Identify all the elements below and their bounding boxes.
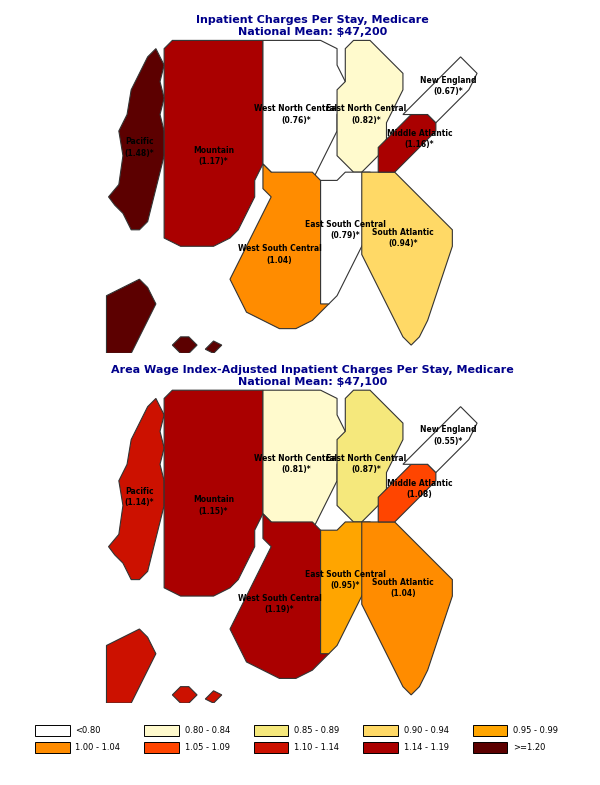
Polygon shape (172, 687, 197, 703)
Text: West North Central
(0.81)*: West North Central (0.81)* (254, 455, 337, 474)
Text: Pacific
(1.48)*: Pacific (1.48)* (125, 137, 154, 158)
Polygon shape (320, 522, 378, 654)
Polygon shape (403, 407, 477, 473)
Bar (254, 725, 289, 736)
Text: Mountain
(1.15)*: Mountain (1.15)* (193, 495, 234, 516)
Text: East South Central
(0.95)*: East South Central (0.95)* (305, 570, 386, 590)
Text: 0.85 - 0.89: 0.85 - 0.89 (294, 726, 340, 735)
Polygon shape (263, 40, 345, 188)
Text: Mountain
(1.17)*: Mountain (1.17)* (193, 146, 234, 166)
Text: East North Central
(0.82)*: East North Central (0.82)* (326, 104, 406, 125)
Polygon shape (205, 691, 222, 703)
Polygon shape (230, 513, 329, 678)
Text: >=1.20: >=1.20 (513, 743, 545, 752)
Polygon shape (205, 341, 222, 353)
Text: West South Central
(1.04): West South Central (1.04) (238, 244, 321, 265)
Text: Middle Atlantic
(1.16)*: Middle Atlantic (1.16)* (386, 130, 452, 149)
Polygon shape (230, 164, 329, 329)
Polygon shape (362, 522, 452, 695)
Polygon shape (378, 115, 436, 172)
Text: East South Central
(0.79)*: East South Central (0.79)* (305, 220, 386, 240)
Text: 1.00 - 1.04: 1.00 - 1.04 (76, 743, 121, 752)
Bar (35, 743, 70, 753)
Text: 1.05 - 1.09: 1.05 - 1.09 (185, 743, 230, 752)
Polygon shape (164, 40, 263, 246)
Text: East North Central
(0.87)*: East North Central (0.87)* (326, 455, 406, 474)
Text: 0.90 - 0.94: 0.90 - 0.94 (404, 726, 449, 735)
Polygon shape (337, 390, 403, 522)
Text: West North Central
(0.76)*: West North Central (0.76)* (254, 104, 337, 125)
Polygon shape (172, 337, 197, 353)
Text: 0.80 - 0.84: 0.80 - 0.84 (185, 726, 230, 735)
Polygon shape (164, 390, 263, 596)
Text: Area Wage Index-Adjusted Inpatient Charges Per Stay, Medicare: Area Wage Index-Adjusted Inpatient Charg… (111, 364, 514, 374)
Polygon shape (320, 172, 378, 304)
Text: South Atlantic
(0.94)*: South Atlantic (0.94)* (372, 228, 434, 248)
Text: National Mean: $47,200: National Mean: $47,200 (238, 27, 387, 37)
Text: 0.95 - 0.99: 0.95 - 0.99 (513, 726, 558, 735)
Text: Inpatient Charges Per Stay, Medicare: Inpatient Charges Per Stay, Medicare (196, 15, 429, 25)
Polygon shape (403, 57, 477, 122)
Polygon shape (378, 464, 436, 522)
Bar (145, 743, 179, 753)
Polygon shape (337, 40, 403, 172)
Text: New England
(0.55)*: New England (0.55)* (420, 425, 476, 446)
Polygon shape (362, 172, 452, 345)
Text: West South Central
(1.19)*: West South Central (1.19)* (238, 594, 321, 615)
Text: Pacific
(1.14)*: Pacific (1.14)* (125, 487, 154, 507)
Bar (364, 725, 398, 736)
Text: South Atlantic
(1.04): South Atlantic (1.04) (372, 578, 434, 598)
Text: 1.14 - 1.19: 1.14 - 1.19 (404, 743, 449, 752)
Polygon shape (106, 279, 156, 353)
Polygon shape (106, 629, 156, 703)
Polygon shape (109, 399, 164, 579)
Text: Middle Atlantic
(1.08): Middle Atlantic (1.08) (386, 479, 452, 499)
Text: 1.10 - 1.14: 1.10 - 1.14 (294, 743, 339, 752)
Text: <0.80: <0.80 (76, 726, 101, 735)
Bar (35, 725, 70, 736)
Polygon shape (109, 49, 164, 230)
Bar (473, 743, 508, 753)
Bar (145, 725, 179, 736)
Text: National Mean: $47,100: National Mean: $47,100 (238, 377, 387, 387)
Bar (364, 743, 398, 753)
Polygon shape (263, 390, 345, 539)
Bar (254, 743, 289, 753)
Bar (473, 725, 508, 736)
Text: New England
(0.67)*: New England (0.67)* (420, 75, 476, 96)
